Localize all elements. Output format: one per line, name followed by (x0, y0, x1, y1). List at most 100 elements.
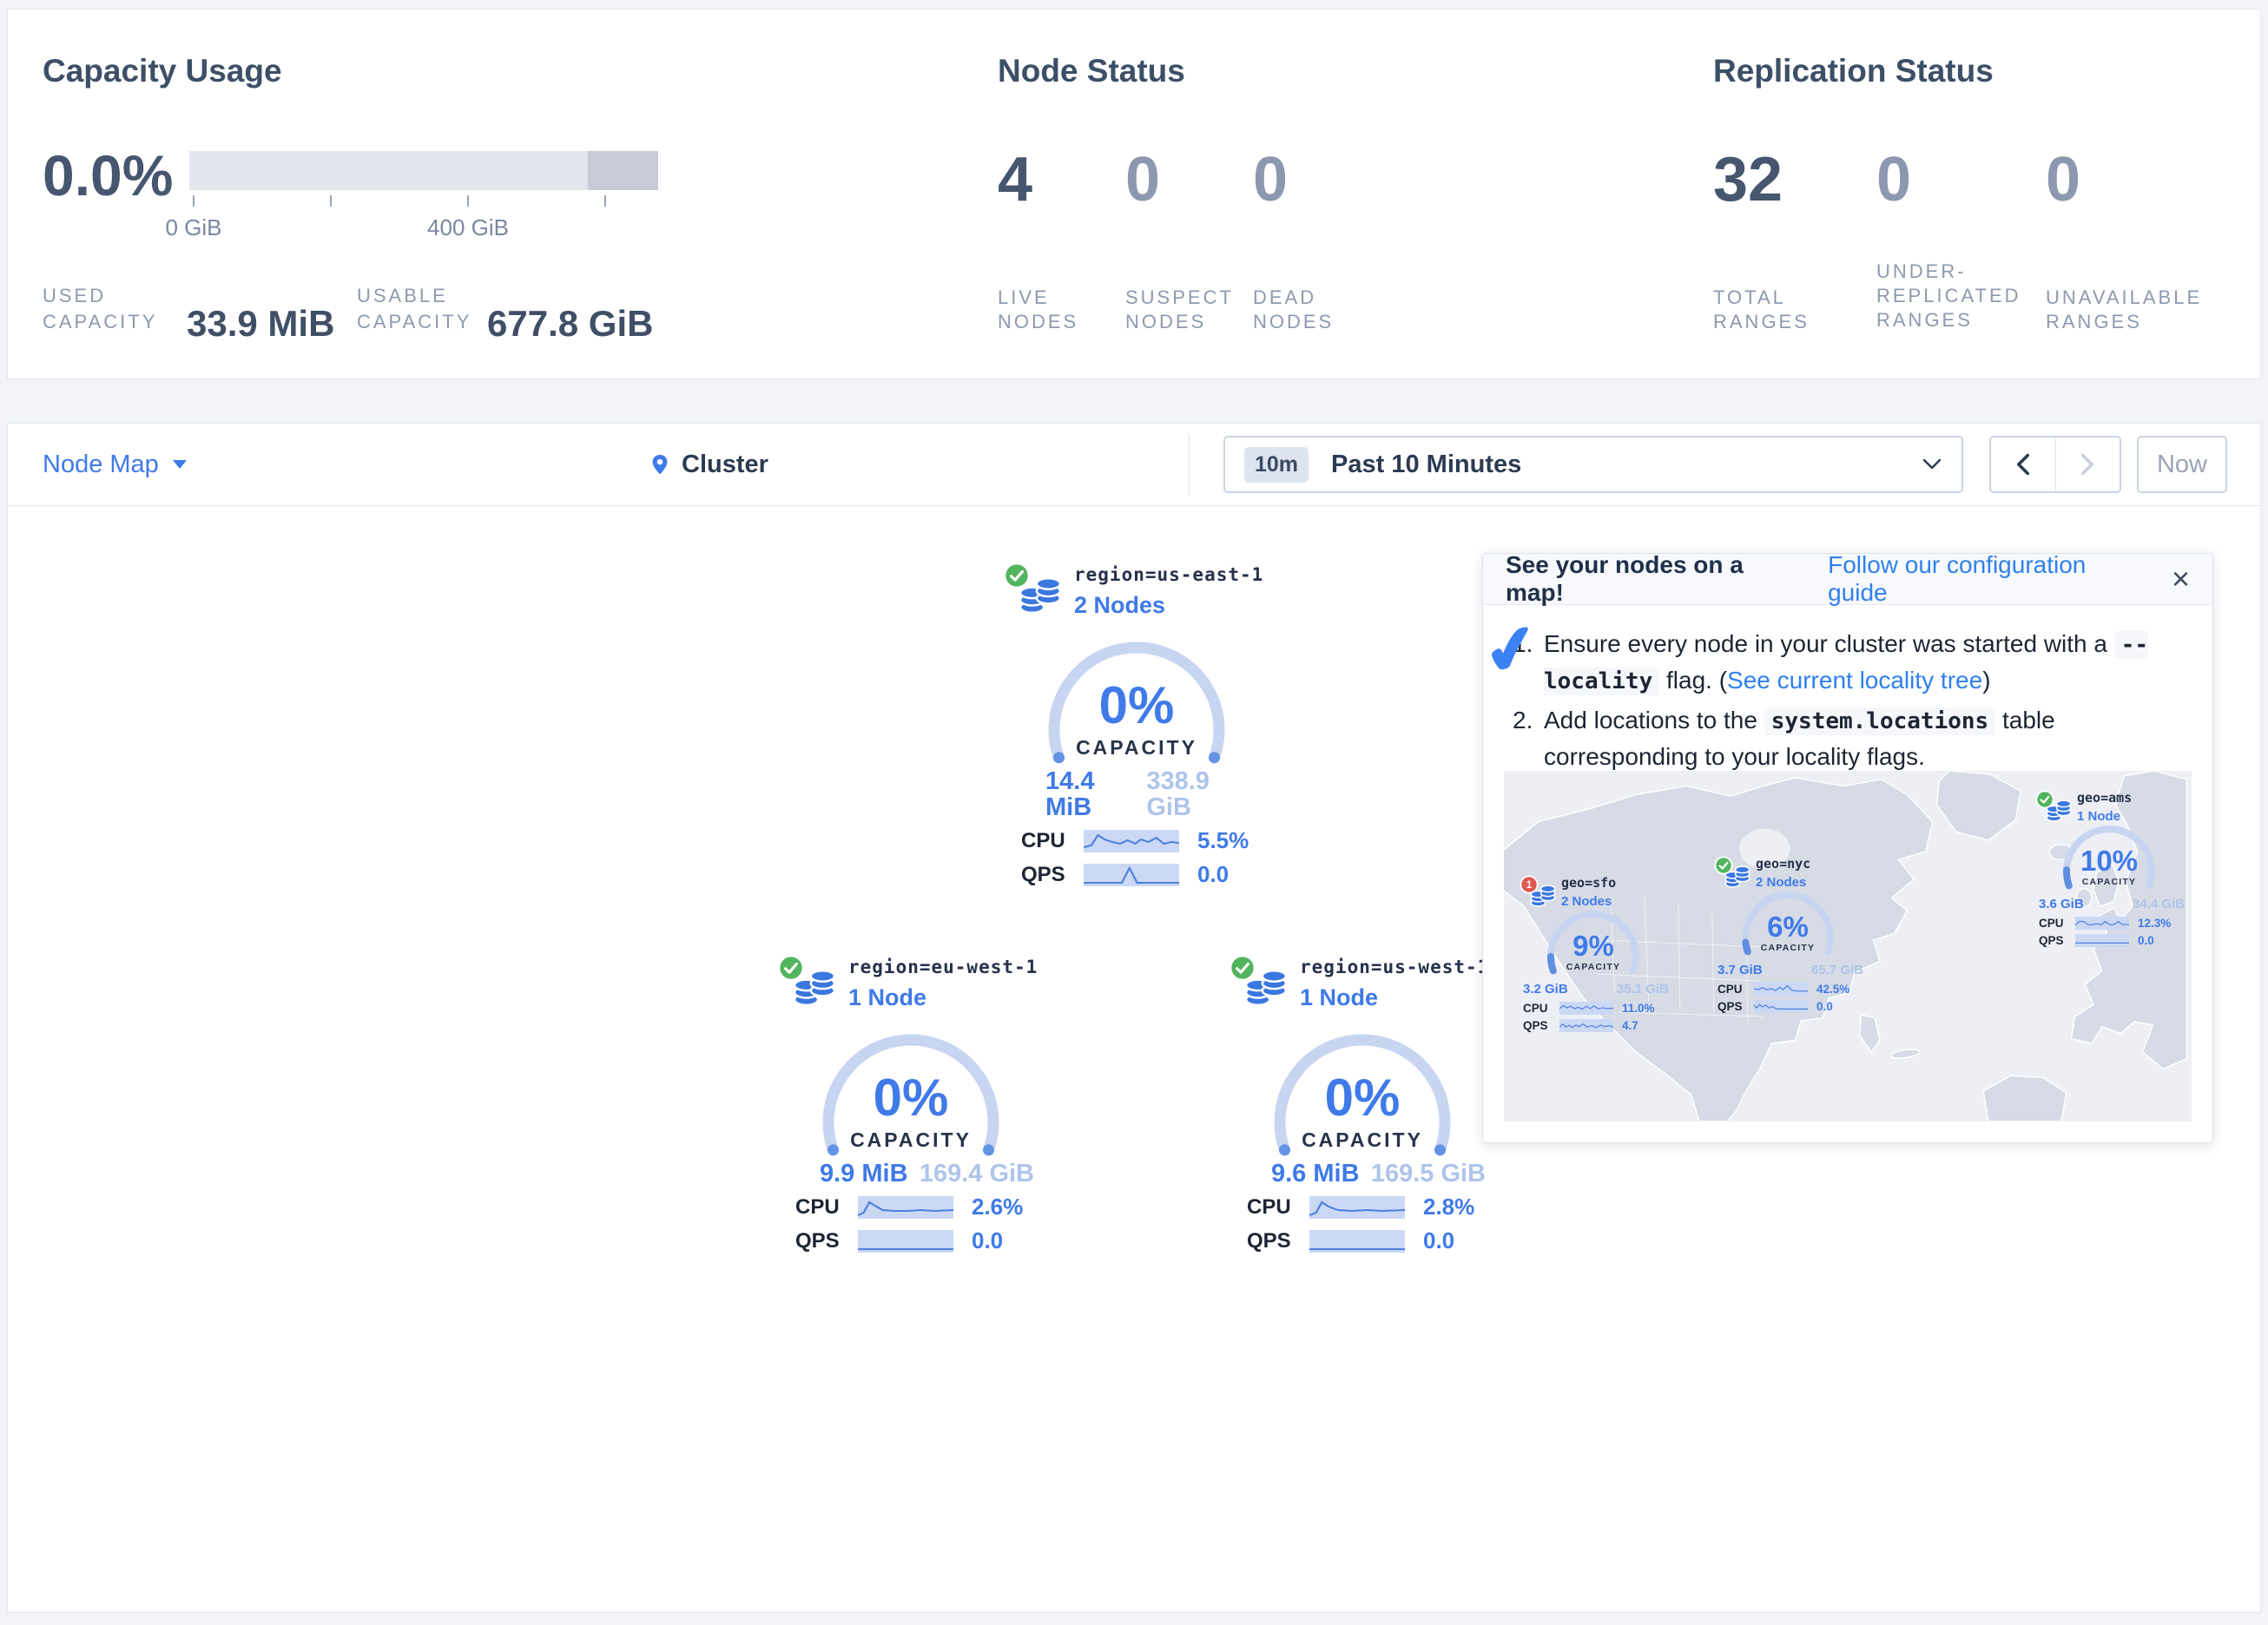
qps-value: 0.0 (2138, 934, 2154, 947)
now-button[interactable]: Now (2137, 436, 2227, 493)
step-text: Add locations to the system.locations ta… (1544, 702, 2181, 775)
cpu-row: CPU 12.3% (2039, 917, 2192, 930)
capacity-tick-label: 400 GiB (427, 214, 509, 240)
region-group-eu-west-1[interactable]: region=eu-west-1 1 Node 0% CAPACITY 9.9 … (756, 952, 1065, 1254)
cpu-label: CPU (1021, 828, 1065, 852)
cuba (1890, 1049, 1921, 1059)
live-nodes-value: 4 (998, 145, 1033, 214)
total-value: 169.4 GiB (919, 1160, 1034, 1188)
continent-north-america (1504, 777, 1934, 1122)
capacity-gauge: 0% CAPACITY (1271, 1030, 1454, 1161)
replication-status-title: Replication Status (1713, 53, 1994, 89)
qps-sparkline (1754, 1000, 1808, 1013)
cpu-value: 2.8% (1423, 1194, 1475, 1220)
chevron-right-icon (2081, 453, 2094, 476)
used-value: 3.6 GiB (2039, 897, 2084, 911)
capacity-percent: 9% (1572, 930, 1614, 962)
unavailable-ranges-value: 0 (2046, 145, 2081, 214)
popup-steps: 1. Ensure every node in your cluster was… (1483, 605, 2212, 775)
breadcrumb[interactable]: Cluster (649, 424, 768, 505)
capacity-values: 3.6 GiB 34.4 GiB (2039, 897, 2185, 912)
greenland (1935, 771, 2021, 841)
time-step-forward-button[interactable] (2056, 438, 2120, 491)
total-value: 35.1 GiB (1616, 982, 1669, 997)
step-2: 2. Add locations to the system.locations… (1513, 702, 2181, 775)
capacity-percent: 0% (873, 1069, 949, 1127)
region-group-us-east-1[interactable]: region=us-east-1 2 Nodes 0% CAPACITY 14.… (982, 560, 1291, 888)
region-node-count[interactable]: 1 Node (848, 984, 927, 1010)
qps-label: QPS (2039, 934, 2064, 947)
cpu-label: CPU (795, 1194, 840, 1219)
cpu-sparkline (1309, 1195, 1405, 1219)
database-nodes-icon (1530, 883, 1556, 909)
example-node-map: 1 geo=sfo 2 Nodes 9% CAPACITY (1504, 771, 2192, 1122)
qps-row: QPS 0.0 (1717, 1000, 1870, 1013)
step-text-segment: Ensure every node in your cluster was st… (1544, 630, 2114, 657)
capacity-scale-tick (193, 195, 194, 207)
capacity-scale-tick (330, 195, 332, 207)
qps-value: 0.0 (1197, 861, 1230, 887)
total-value: 169.5 GiB (1370, 1160, 1486, 1188)
cpu-value: 12.3% (2138, 917, 2172, 930)
continent-south-america (1982, 1075, 2067, 1122)
cpu-row: CPU 11.0% (1523, 1002, 1676, 1015)
configuration-guide-link[interactable]: Follow our configuration guide (1828, 551, 2087, 606)
region-node-count[interactable]: 2 Nodes (1074, 592, 1166, 618)
capacity-values: 14.4 MiB 338.9 GiB (982, 768, 1291, 820)
region-header: region=eu-west-1 1 Node (756, 952, 1065, 1030)
cluster-summary-bar: Capacity Usage 0.0% 0 GiB 400 GiB USED C… (7, 9, 2261, 379)
capacity-percent: 0% (1324, 1069, 1401, 1127)
mini-node-name: geo=ams (2077, 790, 2133, 806)
capacity-gauge: 0% CAPACITY (1045, 638, 1228, 768)
cpu-row: CPU 2.6% (795, 1194, 1065, 1220)
total-value: 34.4 GiB (2132, 897, 2185, 911)
step-text-segment: flag. ( (1659, 667, 1728, 694)
locality-tree-link[interactable]: See current locality tree (1727, 667, 1983, 694)
region-header: region=us-west-1 1 Node (1208, 952, 1517, 1030)
used-value: 3.2 GiB (1523, 982, 1568, 997)
qps-label: QPS (795, 1228, 840, 1253)
mini-node-count: 1 Node (2077, 809, 2121, 824)
region-name: region=eu-west-1 (848, 957, 1038, 977)
time-step-buttons (1989, 436, 2121, 493)
live-nodes-label: LIVE NODES (998, 286, 1079, 332)
cpu-label: CPU (1717, 983, 1743, 996)
capacity-tick-label: 0 GiB (165, 214, 222, 240)
under-replicated-value: 0 (1876, 145, 1912, 214)
qps-label: QPS (1247, 1228, 1291, 1253)
chevron-down-icon (1922, 458, 1942, 470)
time-range-dropdown[interactable]: 10m Past 10 Minutes (1223, 436, 1963, 493)
cpu-row: CPU 2.8% (1247, 1194, 1517, 1220)
region-group-us-west-1[interactable]: region=us-west-1 1 Node 0% CAPACITY 9.6 … (1208, 952, 1517, 1254)
capacity-gauge: 0% CAPACITY (820, 1030, 1002, 1161)
capacity-values: 9.9 MiB 169.4 GiB (756, 1161, 1065, 1187)
ireland (2075, 887, 2093, 908)
cpu-row: CPU 42.5% (1717, 983, 1870, 996)
map-node-geo-nyc: geo=nyc 2 Nodes 6% CAPACITY 3.7 GiB 65.7… (1705, 852, 1870, 1013)
total-ranges-value: 32 (1713, 145, 1783, 214)
qps-sparkline (2075, 934, 2129, 947)
suspect-nodes-label: SUSPECT NODES (1125, 286, 1234, 332)
used-capacity-value: 33.9 MiB (187, 303, 335, 344)
qps-row: QPS 0.0 (1021, 861, 1291, 888)
total-ranges-label: TOTAL RANGES (1713, 286, 1810, 332)
qps-label: QPS (1717, 1000, 1743, 1013)
unavailable-ranges-label: UNAVAILABLE RANGES (2046, 286, 2203, 332)
database-nodes-icon (1724, 864, 1750, 890)
view-selector-dropdown[interactable]: Node Map (43, 424, 187, 505)
cpu-label: CPU (1247, 1194, 1291, 1219)
close-icon[interactable]: × (2171, 561, 2190, 596)
time-step-back-button[interactable] (1991, 438, 2056, 491)
node-map-canvas: region=us-east-1 2 Nodes 0% CAPACITY 14.… (7, 506, 2261, 1613)
node-status-title: Node Status (998, 53, 1185, 89)
total-value: 65.7 GiB (1810, 963, 1863, 977)
step-text-segment: Add locations to the (1544, 707, 1764, 734)
time-range-label: Past 10 Minutes (1331, 450, 1522, 478)
unavailable-ranges-stat: 0 UNAVAILABLE RANGES (2046, 148, 2202, 334)
step-text-segment: ) (1982, 667, 1991, 694)
capacity-scale-tick (467, 195, 469, 207)
total-value: 338.9 GiB (1146, 767, 1210, 821)
region-node-count[interactable]: 1 Node (1300, 984, 1379, 1010)
dead-nodes-value: 0 (1253, 145, 1289, 214)
capacity-usage-title: Capacity Usage (43, 53, 282, 89)
